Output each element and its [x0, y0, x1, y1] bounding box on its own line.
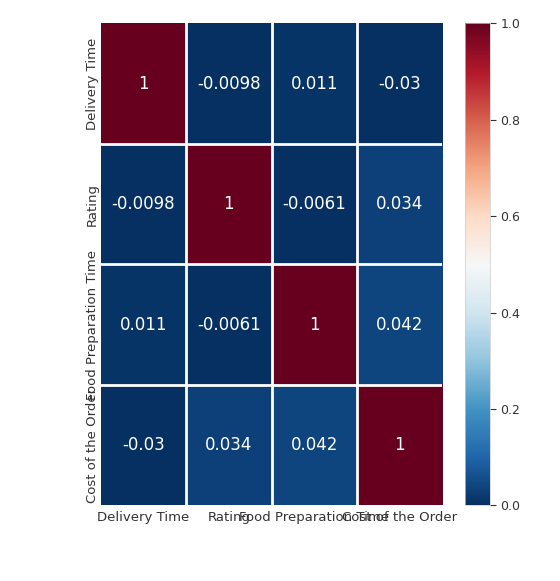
- Text: 0.011: 0.011: [291, 74, 338, 92]
- Text: 0.034: 0.034: [205, 436, 253, 454]
- Text: 1: 1: [138, 74, 149, 92]
- Text: 0.034: 0.034: [376, 195, 423, 213]
- Text: -0.0098: -0.0098: [197, 74, 261, 92]
- Text: -0.0061: -0.0061: [282, 195, 346, 213]
- Text: 1: 1: [394, 436, 405, 454]
- Text: 0.011: 0.011: [120, 315, 167, 333]
- Text: 1: 1: [309, 315, 320, 333]
- Text: -0.0098: -0.0098: [111, 195, 175, 213]
- Text: 0.042: 0.042: [291, 436, 338, 454]
- Text: -0.03: -0.03: [122, 436, 165, 454]
- Text: 0.042: 0.042: [376, 315, 423, 333]
- Text: -0.0061: -0.0061: [197, 315, 261, 333]
- Text: 1: 1: [223, 195, 234, 213]
- Text: -0.03: -0.03: [379, 74, 421, 92]
